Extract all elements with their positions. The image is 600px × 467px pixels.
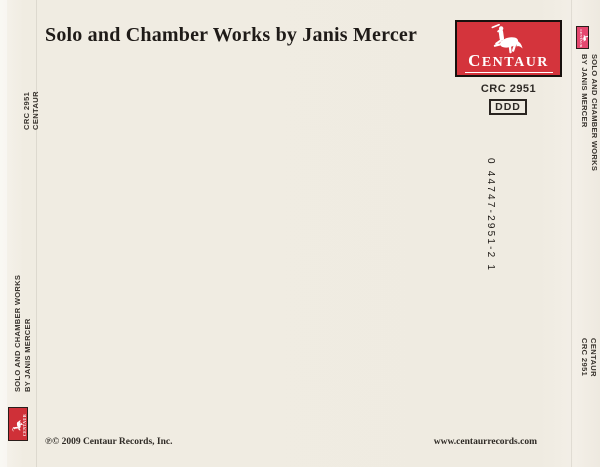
- spine-album-title-line2: BY JANIS MERCER: [22, 318, 32, 392]
- website-url: www.centaurrecords.com: [433, 437, 537, 447]
- spine-bottom-right: CENTAUR CRC 2951: [580, 338, 598, 377]
- centaur-logo: CENTAUR: [455, 20, 562, 77]
- left-fold-line: [36, 0, 37, 467]
- spine-album-title-line1: SOLO AND CHAMBER WORKS: [590, 54, 599, 172]
- scan-edge-highlight: [0, 0, 7, 467]
- spine-top-left: CRC 2951 CENTAUR: [22, 91, 40, 130]
- spine-catalog-number: CRC 2951: [22, 91, 31, 130]
- spine-centaur-logo-icon: CENTAUR: [576, 26, 589, 49]
- spine-catalog-number: CRC 2951: [580, 338, 589, 377]
- barcode-digits: 0 44747-2951-2 1: [485, 158, 496, 273]
- centaur-horse-icon: [581, 34, 588, 42]
- logo-underline: [464, 72, 553, 73]
- spine-top-right: SOLO AND CHAMBER WORKS BY JANIS MERCER: [580, 54, 600, 172]
- mini-logo-wordmark: CENTAUR: [578, 29, 583, 48]
- spine-label-name: CENTAUR: [31, 91, 40, 130]
- barcode: [499, 163, 544, 291]
- spine-bottom-left: SOLO AND CHAMBER WORKS BY JANIS MERCER: [13, 275, 32, 392]
- centaur-logo-wordmark: CENTAUR: [468, 51, 549, 70]
- mini-logo-wordmark: CENTAUR: [21, 413, 27, 437]
- right-fold-line: [571, 0, 572, 467]
- centaur-horse-icon: [490, 24, 523, 54]
- ddd-format-badge: DDD: [489, 99, 527, 115]
- catalog-number: CRC 2951: [480, 83, 537, 95]
- album-title: Solo and Chamber Works by Janis Mercer: [45, 24, 418, 46]
- spine-centaur-logo-icon: CENTAUR: [8, 407, 28, 441]
- centaur-horse-icon: [11, 420, 23, 432]
- spine-album-title-line1: SOLO AND CHAMBER WORKS: [13, 274, 22, 392]
- spine-label-name: CENTAUR: [589, 338, 598, 377]
- copyright-notice: ℗© 2009 Centaur Records, Inc.: [45, 437, 173, 447]
- spine-album-title-line2: BY JANIS MERCER: [580, 54, 590, 128]
